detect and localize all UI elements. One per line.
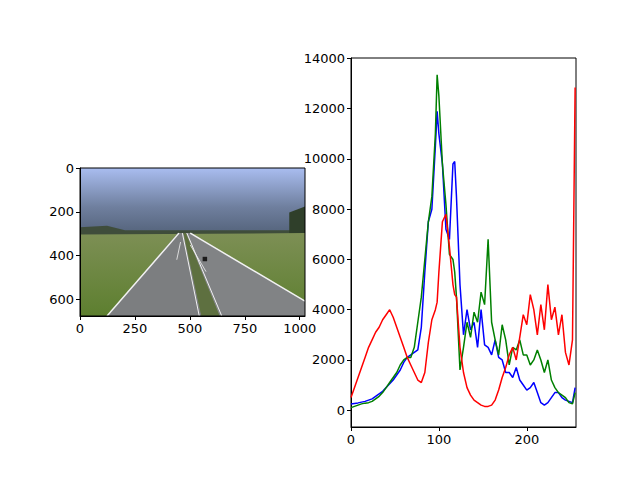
- svg-text:250: 250: [123, 321, 148, 336]
- svg-text:4000: 4000: [312, 302, 345, 317]
- svg-text:750: 750: [232, 321, 257, 336]
- svg-text:200: 200: [49, 204, 74, 219]
- svg-text:8000: 8000: [312, 202, 345, 217]
- svg-text:100: 100: [426, 432, 451, 447]
- svg-text:0: 0: [76, 321, 84, 336]
- svg-text:0: 0: [66, 161, 74, 176]
- svg-text:14000: 14000: [304, 51, 345, 66]
- svg-text:6000: 6000: [312, 252, 345, 267]
- svg-text:0: 0: [347, 432, 355, 447]
- svg-text:1000: 1000: [283, 321, 316, 336]
- svg-text:400: 400: [49, 248, 74, 263]
- svg-text:0: 0: [337, 403, 345, 418]
- svg-text:600: 600: [49, 292, 74, 307]
- svg-text:12000: 12000: [304, 101, 345, 116]
- svg-text:500: 500: [177, 321, 202, 336]
- svg-text:200: 200: [514, 432, 539, 447]
- svg-text:2000: 2000: [312, 352, 345, 367]
- svg-text:10000: 10000: [304, 151, 345, 166]
